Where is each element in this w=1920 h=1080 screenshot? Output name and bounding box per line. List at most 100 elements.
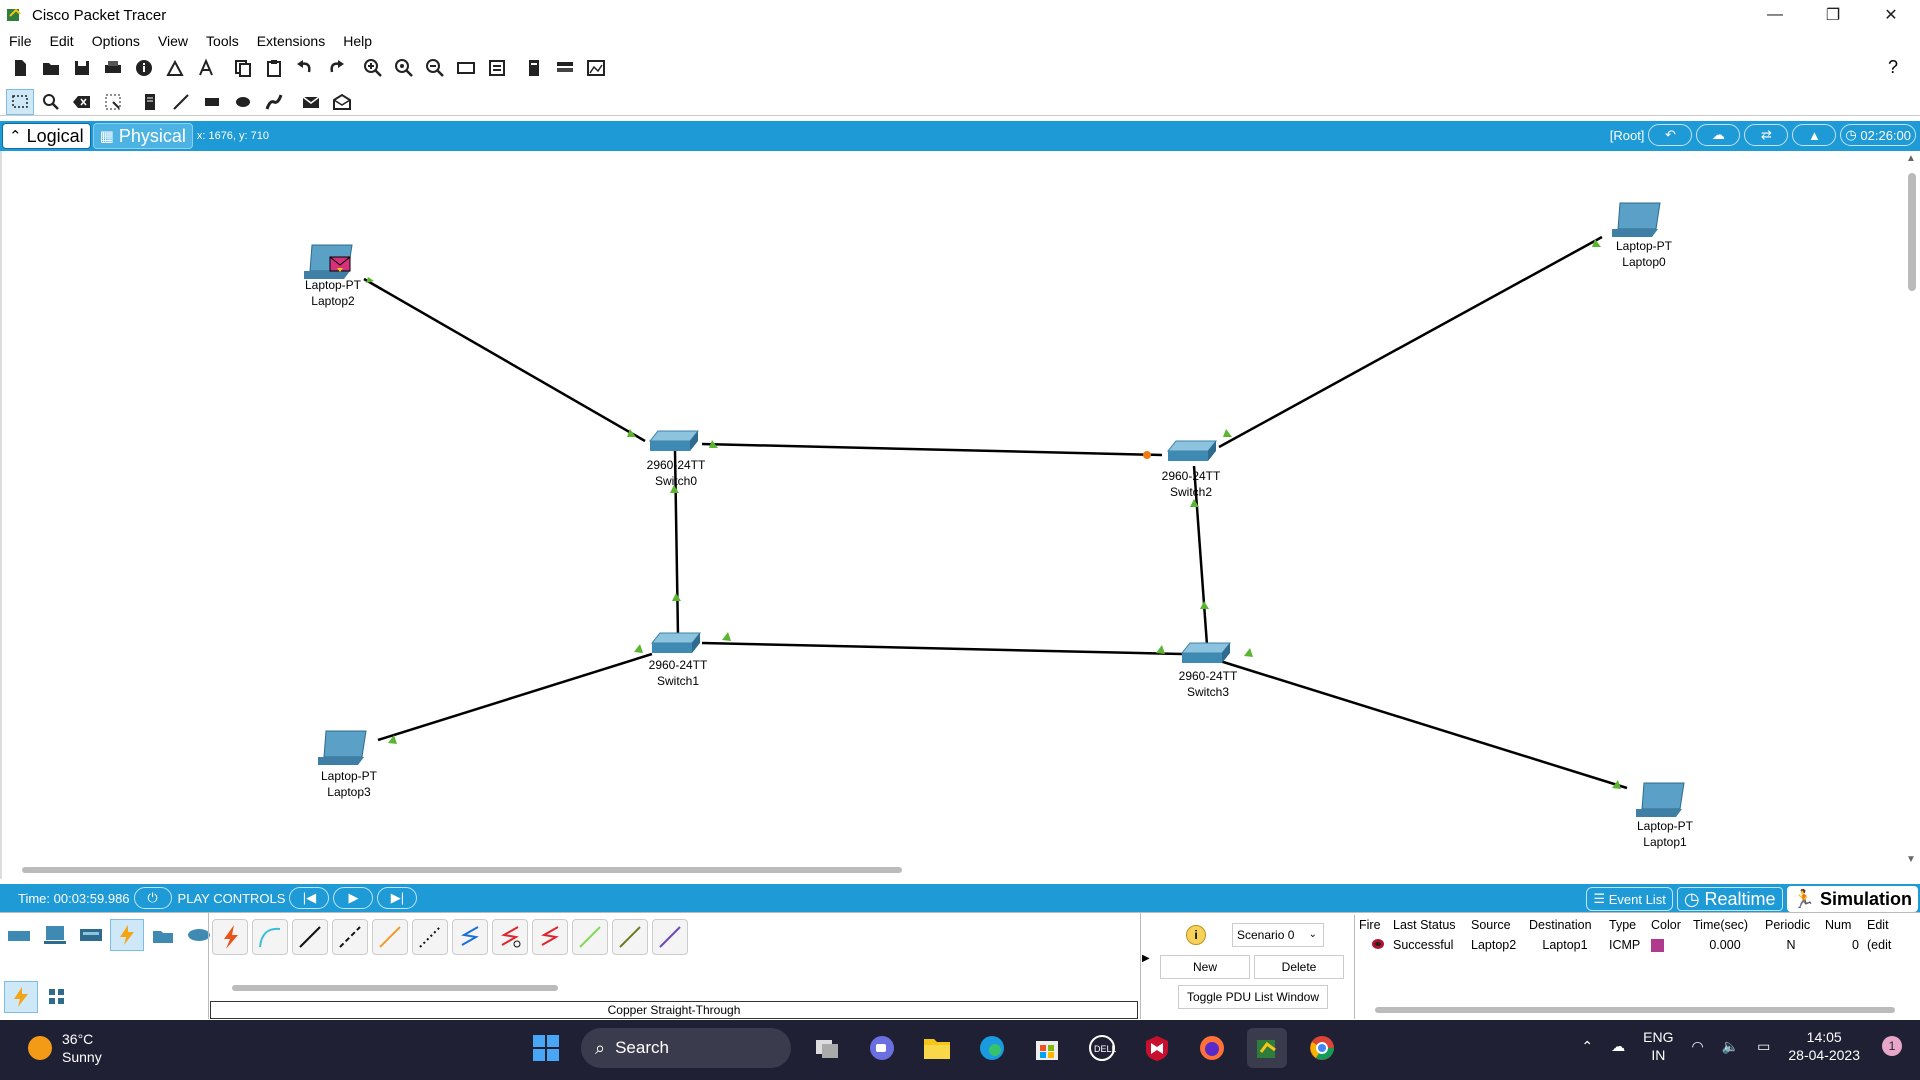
- dell-icon[interactable]: DELL: [1082, 1028, 1122, 1068]
- step-back-icon[interactable]: |◀: [289, 887, 330, 909]
- vertical-scrollbar[interactable]: ▲ ▼: [1902, 151, 1920, 865]
- link-laptop0-switch2[interactable]: [1218, 235, 1603, 449]
- menu-tools[interactable]: Tools: [206, 33, 239, 49]
- network-devices-icon[interactable]: [2, 919, 36, 951]
- link-switch1-switch3[interactable]: [701, 641, 1183, 656]
- complex-pdu-icon[interactable]: [328, 89, 356, 115]
- menu-extensions[interactable]: Extensions: [256, 33, 326, 49]
- horizontal-scrollbar[interactable]: [22, 867, 902, 873]
- link-switch0-switch1[interactable]: [673, 450, 680, 637]
- menu-help[interactable]: Help: [343, 33, 372, 49]
- link-laptop2-switch0[interactable]: [363, 277, 646, 443]
- chevron-up-icon[interactable]: ⌃: [1581, 1038, 1594, 1054]
- taskbar-search[interactable]: ⌕ Search: [581, 1028, 791, 1068]
- play-icon[interactable]: ▶: [333, 887, 374, 909]
- laptop1-icon[interactable]: [1636, 782, 1685, 817]
- delete-scenario-button[interactable]: Delete: [1254, 955, 1344, 979]
- serial-dte-icon[interactable]: [532, 919, 568, 955]
- drawing-palette-icon[interactable]: [452, 55, 480, 81]
- microsoft-store-icon[interactable]: [1027, 1028, 1067, 1068]
- custom-devices-dialog-icon[interactable]: [483, 55, 511, 81]
- copy-icon[interactable]: [229, 55, 257, 81]
- components-icon[interactable]: [74, 919, 108, 951]
- open-icon[interactable]: [37, 55, 65, 81]
- ellipse-icon[interactable]: [229, 89, 257, 115]
- onedrive-icon[interactable]: ☁: [1611, 1038, 1626, 1054]
- iot-custom-cable-icon[interactable]: [612, 919, 648, 955]
- menu-file[interactable]: File: [9, 33, 32, 49]
- select-icon[interactable]: [6, 88, 34, 115]
- activity-wizard-icon[interactable]: [161, 55, 189, 81]
- line-icon[interactable]: [167, 89, 195, 115]
- switch2-icon[interactable]: [1166, 440, 1218, 461]
- link-switch0-switch2[interactable]: [701, 442, 1163, 457]
- back-icon[interactable]: ↶: [1648, 124, 1693, 146]
- root-breadcrumb[interactable]: [Root]: [1609, 127, 1645, 143]
- phone-cable-icon[interactable]: [412, 919, 448, 955]
- laptop0-icon[interactable]: [1612, 202, 1661, 237]
- logical-workspace[interactable]: Laptop-PT Laptop2 Laptop-PT Laptop0 2960-2…: [0, 151, 1920, 879]
- file-explorer-icon[interactable]: [917, 1028, 957, 1068]
- inspect-icon[interactable]: [37, 89, 65, 115]
- coaxial-cable-icon[interactable]: [452, 919, 488, 955]
- teams-chat-icon[interactable]: [862, 1028, 902, 1068]
- toggle-pdu-list-button[interactable]: Toggle PDU List Window: [1178, 985, 1328, 1009]
- copper-straight-through-icon[interactable]: [292, 919, 328, 955]
- simple-pdu-icon[interactable]: [297, 89, 325, 115]
- connections-subcategory-icon[interactable]: [4, 981, 38, 1013]
- tab-logical[interactable]: ⌃ Logical: [2, 123, 91, 149]
- scroll-up-icon[interactable]: ▲: [1906, 153, 1916, 164]
- new-cluster-icon[interactable]: ☁: [1696, 124, 1741, 146]
- cable-list-scrollbar[interactable]: [232, 985, 558, 991]
- clock[interactable]: 14:05 28-04-2023: [1788, 1028, 1860, 1064]
- move-object-icon[interactable]: ⇄: [1744, 124, 1789, 146]
- switch3-icon[interactable]: [1180, 642, 1232, 663]
- firefox-icon[interactable]: [1192, 1028, 1232, 1068]
- end-devices-icon[interactable]: [38, 919, 72, 951]
- switch1-icon[interactable]: [650, 632, 702, 653]
- zoom-reset-icon[interactable]: [390, 55, 418, 81]
- info-icon[interactable]: [130, 55, 158, 81]
- serial-dce-icon[interactable]: [492, 919, 528, 955]
- viewport-icon[interactable]: [582, 55, 610, 81]
- link-switch2-switch3[interactable]: [1192, 465, 1209, 646]
- connections-icon[interactable]: [110, 919, 144, 951]
- resize-icon[interactable]: [99, 89, 127, 115]
- link-switch3-laptop1[interactable]: [1219, 659, 1628, 790]
- usb-cable-icon[interactable]: [652, 919, 688, 955]
- multiuser-icon[interactable]: [182, 919, 216, 951]
- battery-icon[interactable]: ▭: [1757, 1038, 1771, 1054]
- packet-tracer-taskbar-icon[interactable]: [1247, 1028, 1287, 1068]
- new-icon[interactable]: [6, 55, 34, 81]
- octal-cable-icon[interactable]: [572, 919, 608, 955]
- scroll-down-icon[interactable]: ▼: [1906, 854, 1916, 865]
- notification-badge[interactable]: 1: [1882, 1036, 1902, 1056]
- menu-view[interactable]: View: [157, 33, 189, 49]
- fiber-icon[interactable]: [372, 919, 408, 955]
- laptop2-icon[interactable]: [304, 244, 353, 279]
- scenario-info-icon[interactable]: i: [1186, 925, 1206, 945]
- link-laptop3-switch1[interactable]: [377, 652, 653, 742]
- windows-start-icon[interactable]: [526, 1028, 566, 1068]
- wifi-icon[interactable]: ◠: [1691, 1038, 1704, 1054]
- delete-icon[interactable]: [68, 89, 96, 115]
- viewport-clock[interactable]: ◷ 02:26:00: [1840, 124, 1916, 146]
- redo-icon[interactable]: [322, 55, 350, 81]
- help-button[interactable]: ?: [1887, 56, 1898, 77]
- menu-edit[interactable]: Edit: [49, 33, 74, 49]
- zoom-in-icon[interactable]: [359, 55, 387, 81]
- menu-options[interactable]: Options: [91, 33, 140, 49]
- mcafee-icon[interactable]: [1137, 1028, 1177, 1068]
- power-cycle-icon[interactable]: ⏻: [133, 887, 172, 909]
- zoom-out-icon[interactable]: [421, 55, 449, 81]
- miscellaneous-icon[interactable]: [146, 919, 180, 951]
- fire-icon[interactable]: [1355, 938, 1389, 953]
- laptop3-icon[interactable]: [318, 730, 367, 765]
- new-scenario-button[interactable]: New: [1160, 955, 1250, 979]
- freeform-icon[interactable]: [260, 89, 288, 115]
- volume-muted-icon[interactable]: 🔈: [1721, 1038, 1740, 1054]
- grid-icon[interactable]: [40, 981, 74, 1013]
- weather-widget[interactable]: 36°C Sunny: [28, 1030, 102, 1066]
- rectangle-icon[interactable]: [198, 89, 226, 115]
- custom-device-icon[interactable]: [192, 55, 220, 81]
